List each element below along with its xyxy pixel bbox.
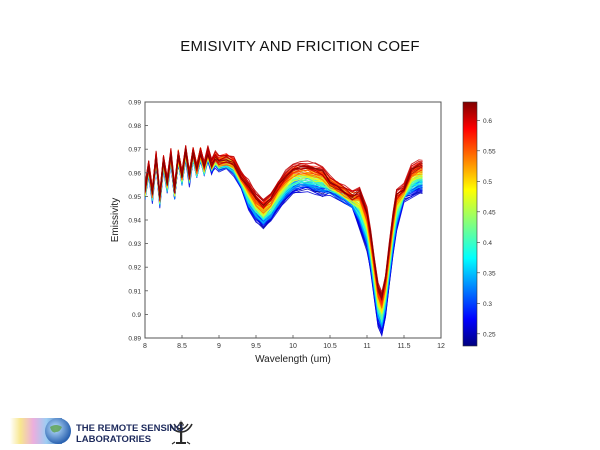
- x-axis: 8 8.5 9 9.5 10 10.5 11 11.5 12: [143, 335, 445, 350]
- colorbar-ticks: 0.25 0.3 0.35 0.4 0.45 0.5 0.55 0.6: [477, 118, 496, 338]
- x-tick-label: 11.5: [397, 343, 410, 350]
- logo-line-2: LABORATORIES: [76, 434, 152, 445]
- x-tick-label: 12: [437, 343, 445, 350]
- y-tick-label: 0.97: [128, 147, 141, 154]
- x-axis-label: Wavelength (um): [255, 354, 331, 365]
- colorbar-tick-label: 0.35: [483, 270, 496, 277]
- emissivity-series-line: [145, 149, 423, 299]
- y-tick-label: 0.89: [128, 336, 141, 343]
- x-tick-label: 10: [289, 343, 297, 350]
- x-tick-label: 11: [363, 343, 370, 350]
- y-tick-label: 0.93: [128, 241, 141, 248]
- y-tick-label: 0.95: [128, 194, 141, 201]
- colorbar-tick-label: 0.3: [483, 301, 492, 308]
- colorbar-tick-label: 0.55: [483, 148, 496, 155]
- x-tick-label: 9: [217, 343, 221, 350]
- logo-line-1: THE REMOTE SENSING: [76, 423, 184, 434]
- colorbar-tick-label: 0.4: [483, 240, 492, 247]
- colorbar-tick-label: 0.6: [483, 118, 492, 125]
- y-tick-label: 0.91: [128, 288, 141, 295]
- y-tick-label: 0.92: [128, 265, 141, 272]
- colorbar-tick-label: 0.5: [483, 179, 492, 186]
- menorah-emblem-icon: [169, 420, 193, 445]
- x-tick-label: 10.5: [323, 343, 337, 350]
- logo-globe-icon: [10, 418, 71, 444]
- colorbar-tick-label: 0.25: [483, 331, 496, 338]
- y-tick-label: 0.94: [128, 218, 141, 225]
- logo-text: THE REMOTE SENSING LABORATORIES: [76, 423, 184, 445]
- y-tick-label: 0.96: [128, 170, 141, 177]
- y-axis-label: Emissivity: [110, 198, 121, 242]
- y-tick-label: 0.99: [128, 100, 141, 107]
- y-axis: 0.89 0.9 0.91 0.92 0.93 0.94 0.95 0.96 0.97 0.98 0…: [128, 100, 148, 343]
- x-tick-label: 8.5: [177, 343, 187, 350]
- y-tick-label: 0.98: [128, 123, 141, 130]
- x-tick-label: 8: [143, 343, 147, 350]
- y-tick-label: 0.9: [132, 312, 141, 319]
- colorbar: [462, 101, 478, 347]
- colorbar-tick-label: 0.45: [483, 209, 496, 216]
- emissivity-curves: [145, 145, 423, 338]
- slide-title: EMISIVITY AND FRICITION COEF: [180, 38, 420, 55]
- x-tick-label: 9.5: [251, 343, 261, 350]
